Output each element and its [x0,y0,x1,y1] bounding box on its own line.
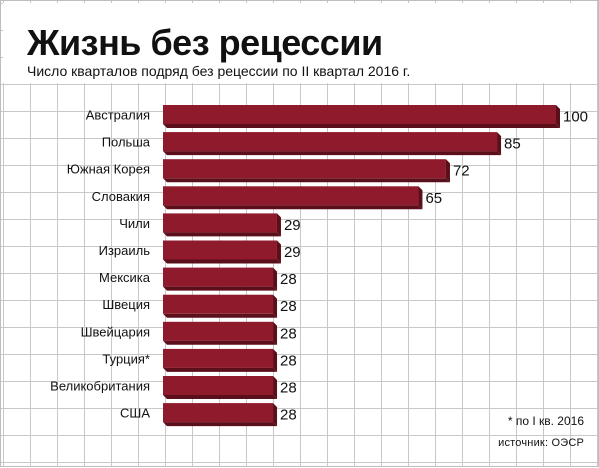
category-label: Великобритания [50,379,150,394]
source-note: источник: ОЭСР [498,437,584,449]
category-label: Австралия [86,108,150,123]
bar-bottom [163,340,278,345]
category-label: Южная Корея [67,162,150,177]
bar-side [276,240,281,264]
bar-side [273,376,278,399]
chart-title: Жизнь без рецессии [27,22,383,63]
value-label: 28 [280,380,297,397]
bar-bottom [163,205,423,210]
bar-bottom [163,151,502,156]
bar-side [273,294,278,318]
category-label: Польша [102,135,151,150]
value-label: 65 [425,190,442,207]
bar [163,105,556,124]
value-label: 29 [284,244,301,261]
value-label: 28 [280,407,297,424]
bar [163,213,277,233]
bar-side [276,213,281,237]
bar-side [273,348,278,372]
bar-bottom [163,395,278,399]
bar-bottom [163,232,281,237]
bar-side [273,403,278,427]
value-label: 28 [280,325,297,342]
bar-bottom [163,286,278,291]
bar-side [418,186,423,210]
category-label: Израиль [99,243,151,258]
title-block: Жизнь без рецессии Число кварталов подря… [3,3,597,83]
bar [163,294,274,314]
category-label: Мексика [99,270,151,285]
bar-side [445,159,450,183]
bar [163,403,274,423]
bar [163,267,274,287]
category-label: Чили [119,216,150,231]
value-label: 28 [280,271,297,288]
bar [163,348,274,368]
bar-side [273,321,278,345]
bar [163,132,498,152]
value-label: 28 [280,352,297,369]
value-label: 28 [280,298,297,315]
value-label: 85 [504,136,521,153]
value-label: 72 [453,163,470,180]
bar-bottom [163,422,278,427]
bar [163,186,419,206]
bar [163,159,446,179]
value-label: 100 [563,109,588,126]
bar-bottom [163,178,450,183]
bar [163,240,277,260]
bar-side [273,267,278,291]
category-label: Словакия [92,189,150,204]
chart-subtitle: Число кварталов подряд без рецессии по I… [27,63,411,79]
bar-side [556,105,560,128]
category-label: США [120,406,150,421]
bar-side [497,132,502,156]
category-label: Швеция [102,297,150,312]
bar-bottom [163,367,278,372]
bar-bottom [163,124,560,128]
category-label: Турция* [102,351,150,366]
footnote: * по I кв. 2016 [507,414,584,428]
category-label: Швейцария [81,324,150,339]
value-label: 29 [284,217,301,234]
bar-bottom [163,259,281,264]
bar [163,376,274,395]
bar-bottom [163,313,278,318]
bar [163,321,274,341]
